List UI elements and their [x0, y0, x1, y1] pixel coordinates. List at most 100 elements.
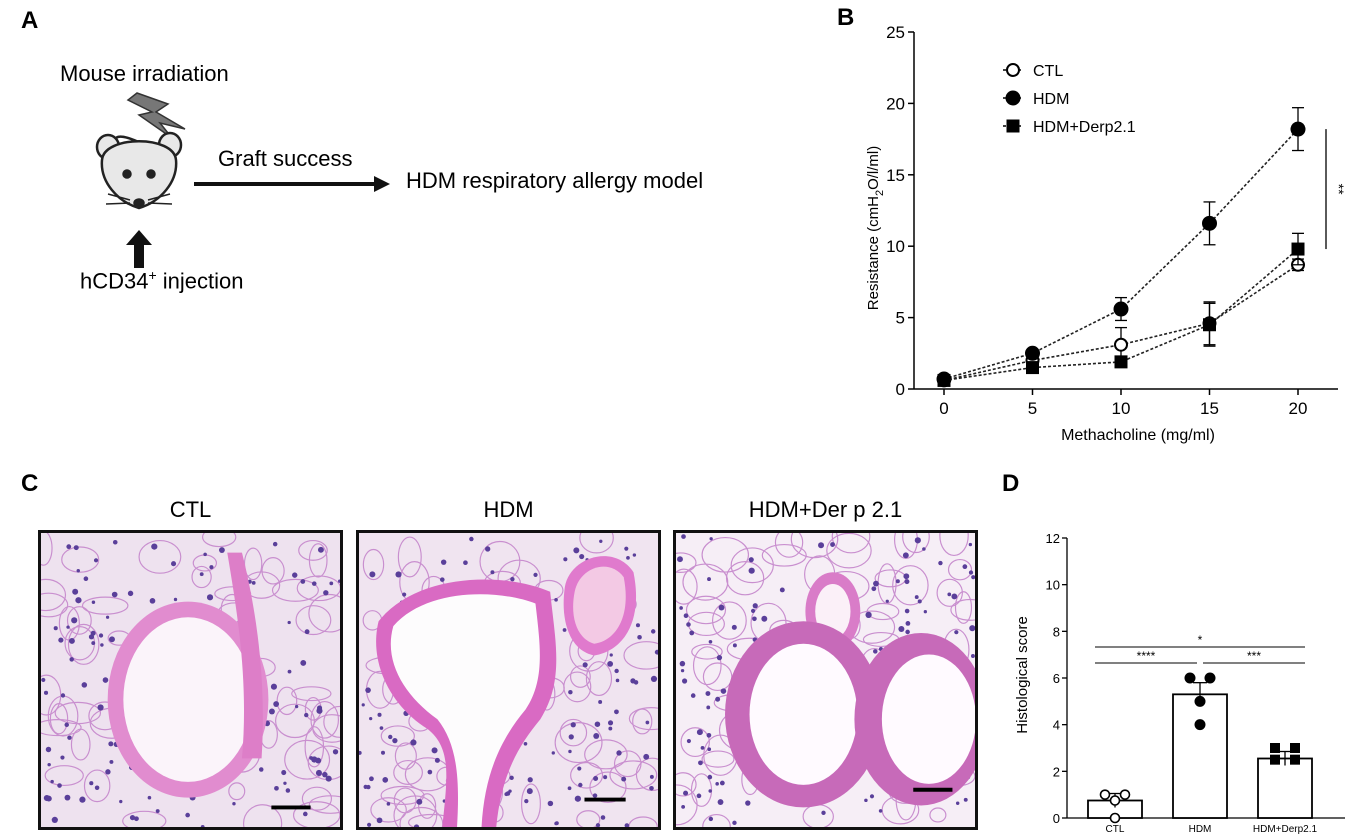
- chart-b-point: [1026, 361, 1039, 375]
- tissue-nucleus: [315, 769, 322, 776]
- tissue-nucleus: [731, 624, 737, 630]
- tissue-alveolus: [774, 533, 804, 558]
- tissue-nucleus: [392, 737, 398, 744]
- chart-b-x-tick-label: 15: [1200, 399, 1219, 418]
- tissue-nucleus: [917, 599, 922, 604]
- tissue-nucleus: [285, 788, 291, 793]
- tissue-nucleus: [105, 769, 111, 775]
- tissue-nucleus: [302, 811, 308, 817]
- chart-b-point: [1202, 215, 1217, 231]
- tissue-nucleus: [637, 634, 642, 640]
- chart-b-point: [937, 373, 951, 387]
- tissue-nucleus: [645, 720, 650, 725]
- chart-b-legend-marker: [1006, 63, 1020, 77]
- tissue-nucleus: [155, 809, 160, 813]
- tissue-nucleus: [469, 536, 474, 542]
- tissue-alveolus: [680, 727, 710, 758]
- chart-b-series-line: [943, 248, 1299, 382]
- tissue-alveolus: [701, 536, 750, 573]
- tissue-nucleus: [748, 557, 754, 563]
- tissue-nucleus: [81, 682, 88, 688]
- tissue-alveolus: [83, 769, 111, 803]
- chart-b-point: [1113, 301, 1129, 317]
- chart-b-y-tick-label: 10: [886, 237, 905, 256]
- tissue-nucleus: [365, 687, 371, 693]
- tissue-nucleus: [129, 814, 136, 821]
- mouse-schematic: [95, 92, 186, 268]
- tissue-alveolus: [202, 533, 237, 548]
- tissue-nucleus: [200, 825, 205, 827]
- tissue-nucleus: [75, 597, 82, 604]
- tissue-nucleus: [71, 617, 78, 624]
- tissue-nucleus: [439, 577, 445, 582]
- tissue-alveolus: [628, 707, 658, 731]
- tissue-nucleus: [109, 759, 114, 764]
- tissue-nucleus: [41, 677, 46, 683]
- tissue-nucleus: [593, 775, 599, 781]
- tissue-nucleus: [594, 721, 601, 727]
- tissue-nucleus: [232, 801, 236, 806]
- tissue-alveolus: [370, 797, 407, 823]
- chart-d-y-tick-label: 4: [1053, 718, 1060, 733]
- tissue-alveolus: [692, 646, 722, 686]
- tissue-alveolus: [41, 533, 53, 566]
- tissue-nucleus: [621, 776, 627, 782]
- tissue-nucleus: [779, 587, 785, 593]
- tissue-nucleus: [947, 592, 952, 597]
- chart-d-y-tick-label: 12: [1046, 531, 1060, 546]
- tissue-nucleus: [905, 629, 910, 635]
- graft-success-label: Graft success: [218, 146, 353, 171]
- tissue-nucleus: [304, 712, 309, 718]
- tissue-alveolus: [380, 785, 425, 806]
- tissue-alveolus: [826, 533, 872, 569]
- tissue-alveolus: [676, 568, 698, 605]
- tissue-alveolus: [275, 703, 315, 739]
- tissue-nucleus: [748, 567, 755, 574]
- tissue-nucleus: [273, 701, 280, 707]
- tissue-nucleus: [574, 795, 582, 802]
- chart-b-x-tick-label: 0: [939, 399, 948, 418]
- tissue-nucleus: [427, 769, 433, 775]
- tissue-nucleus: [322, 771, 328, 778]
- tissue-nucleus: [93, 558, 99, 563]
- tissue-nucleus: [508, 789, 512, 793]
- tissue-alveolus: [295, 605, 332, 636]
- tissue-nucleus: [395, 571, 402, 578]
- tissue-nucleus: [705, 691, 711, 696]
- tissue-nucleus: [715, 696, 721, 702]
- tissue-nucleus: [709, 537, 713, 541]
- chart-b-y-axis-label: Resistance (cmH2O/l/ml): [865, 146, 886, 311]
- tissue-nucleus: [431, 747, 438, 754]
- micrograph-title-hdm: HDM: [483, 497, 534, 522]
- tissue-alveolus: [66, 606, 92, 635]
- tissue-nucleus: [649, 774, 654, 779]
- tissue-alveolus: [276, 686, 298, 716]
- chart-d-x-tick-label: HDM+Derp2.1: [1253, 824, 1318, 835]
- tissue-nucleus: [45, 746, 52, 753]
- tissue-nucleus: [369, 716, 373, 721]
- tissue-nucleus: [311, 581, 317, 586]
- tissue-nucleus: [369, 776, 374, 782]
- tissue-nucleus: [119, 799, 123, 804]
- tissue-alveolus: [711, 601, 747, 640]
- tissue-nucleus: [66, 544, 72, 550]
- tissue-nucleus: [873, 649, 878, 654]
- tissue-nucleus: [369, 571, 376, 578]
- tissue-alveolus: [394, 742, 417, 770]
- tissue-nucleus: [626, 555, 630, 560]
- tissue-alveolus: [271, 578, 319, 602]
- tissue-nucleus: [523, 741, 528, 746]
- chart-d-point: [1194, 695, 1206, 707]
- tissue-nucleus: [47, 762, 51, 767]
- tissue-nucleus: [97, 704, 104, 711]
- micrograph-title-hdm-derp: HDM+Der p 2.1: [748, 497, 903, 522]
- tissue-nucleus: [292, 572, 298, 578]
- tissue-nucleus: [338, 579, 340, 583]
- tissue-nucleus: [708, 789, 712, 793]
- tissue-nucleus: [60, 755, 65, 760]
- tissue-nucleus: [914, 595, 919, 600]
- tissue-nucleus: [173, 597, 178, 602]
- tissue-alveolus: [570, 761, 604, 789]
- tissue-nucleus: [209, 565, 214, 570]
- panel-letter-d: D: [1002, 470, 1020, 497]
